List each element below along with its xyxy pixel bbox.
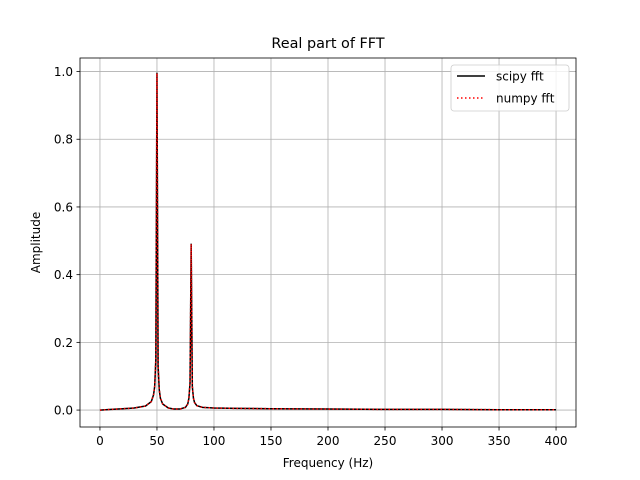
tick-layer: 0 50 100 150 200 250 300 350 400 0.0 0.2 0.4 0.6 0.8 1… — [54, 65, 568, 448]
x-tick-label: 300 — [431, 434, 454, 448]
y-tick-label: 0.2 — [54, 336, 73, 350]
x-tick-label: 400 — [545, 434, 568, 448]
y-tick-label: 0.8 — [54, 133, 73, 147]
legend-label-numpy: numpy fft — [496, 92, 555, 106]
series-line-scipy-fft — [99, 72, 557, 411]
x-tick-label: 250 — [374, 434, 397, 448]
x-tick-label: 100 — [203, 434, 226, 448]
data-layer — [99, 72, 557, 411]
x-axis-label: Frequency (Hz) — [283, 456, 374, 470]
y-axis-label: Amplitude — [29, 212, 43, 274]
x-tick-label: 350 — [488, 434, 511, 448]
x-tick-label: 150 — [260, 434, 283, 448]
y-tick-label: 0.4 — [54, 268, 73, 282]
x-tick-label: 50 — [149, 434, 164, 448]
chart-title: Real part of FFT — [271, 36, 384, 52]
y-tick-label: 1.0 — [54, 65, 73, 79]
y-tick-label: 0.0 — [54, 404, 73, 418]
x-tick-label: 200 — [317, 434, 340, 448]
legend: scipy fft numpy fft — [450, 64, 570, 112]
y-tick-label: 0.6 — [54, 200, 73, 214]
x-tick-label: 0 — [96, 434, 104, 448]
legend-label-scipy: scipy fft — [496, 70, 544, 84]
